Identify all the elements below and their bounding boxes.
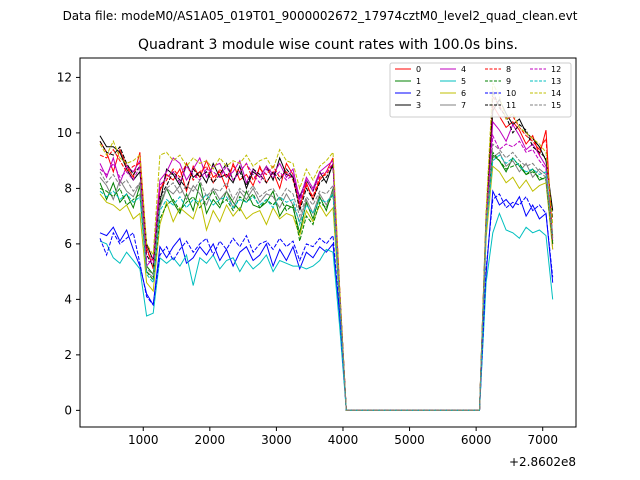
x-offset-label: +2.8602e8 <box>509 455 576 469</box>
legend-label-9: 9 <box>506 77 511 86</box>
x-tick-label: 5000 <box>394 433 425 447</box>
legend-label-4: 4 <box>461 65 466 74</box>
y-tick-label: 2 <box>64 348 72 362</box>
y-tick-label: 4 <box>64 292 72 306</box>
legend-label-8: 8 <box>506 65 511 74</box>
series-line-9 <box>99 151 554 411</box>
series-line-6 <box>99 165 554 411</box>
legend-label-5: 5 <box>461 77 466 86</box>
x-tick-label: 4000 <box>328 433 359 447</box>
legend-label-12: 12 <box>551 65 561 74</box>
legend-label-3: 3 <box>416 101 421 110</box>
y-axis: 0 2 4 6 8 10 12 <box>57 70 80 417</box>
legend-box <box>389 62 572 118</box>
series-line-15 <box>99 142 554 411</box>
legend-label-1: 1 <box>416 77 421 86</box>
series-line-2 <box>99 189 554 411</box>
legend-label-14: 14 <box>551 89 561 98</box>
x-tick-label: 2000 <box>195 433 226 447</box>
x-axis: 1000 2000 3000 4000 5000 6000 7000 <box>128 427 558 447</box>
y-tick-label: 12 <box>57 70 72 84</box>
series-line-10 <box>99 193 554 411</box>
legend-label-7: 7 <box>461 101 466 110</box>
series-line-13 <box>99 154 554 411</box>
y-tick-label: 0 <box>64 403 72 417</box>
y-tick-label: 10 <box>57 126 72 140</box>
data-file-caption: Data file: modeM0/AS1A05_019T01_90000026… <box>63 9 578 23</box>
series-line-5 <box>99 211 554 411</box>
x-tick-label: 1000 <box>128 433 159 447</box>
series-line-12 <box>99 133 554 411</box>
y-tick-label: 6 <box>64 237 72 251</box>
x-tick-label: 6000 <box>461 433 492 447</box>
y-tick-label: 8 <box>64 181 72 195</box>
legend-label-13: 13 <box>551 77 561 86</box>
legend-label-15: 15 <box>551 101 561 110</box>
plot-area <box>99 82 554 411</box>
x-tick-label: 3000 <box>261 433 292 447</box>
legend-label-0: 0 <box>416 65 421 74</box>
x-tick-label: 7000 <box>527 433 558 447</box>
legend-label-10: 10 <box>506 89 516 98</box>
legend-label-2: 2 <box>416 89 421 98</box>
series-line-14 <box>99 82 554 411</box>
axes-frame <box>79 57 577 428</box>
legend-label-11: 11 <box>506 101 516 110</box>
legend-label-6: 6 <box>461 89 466 98</box>
chart-title: Quadrant 3 module wise count rates with … <box>138 37 518 53</box>
